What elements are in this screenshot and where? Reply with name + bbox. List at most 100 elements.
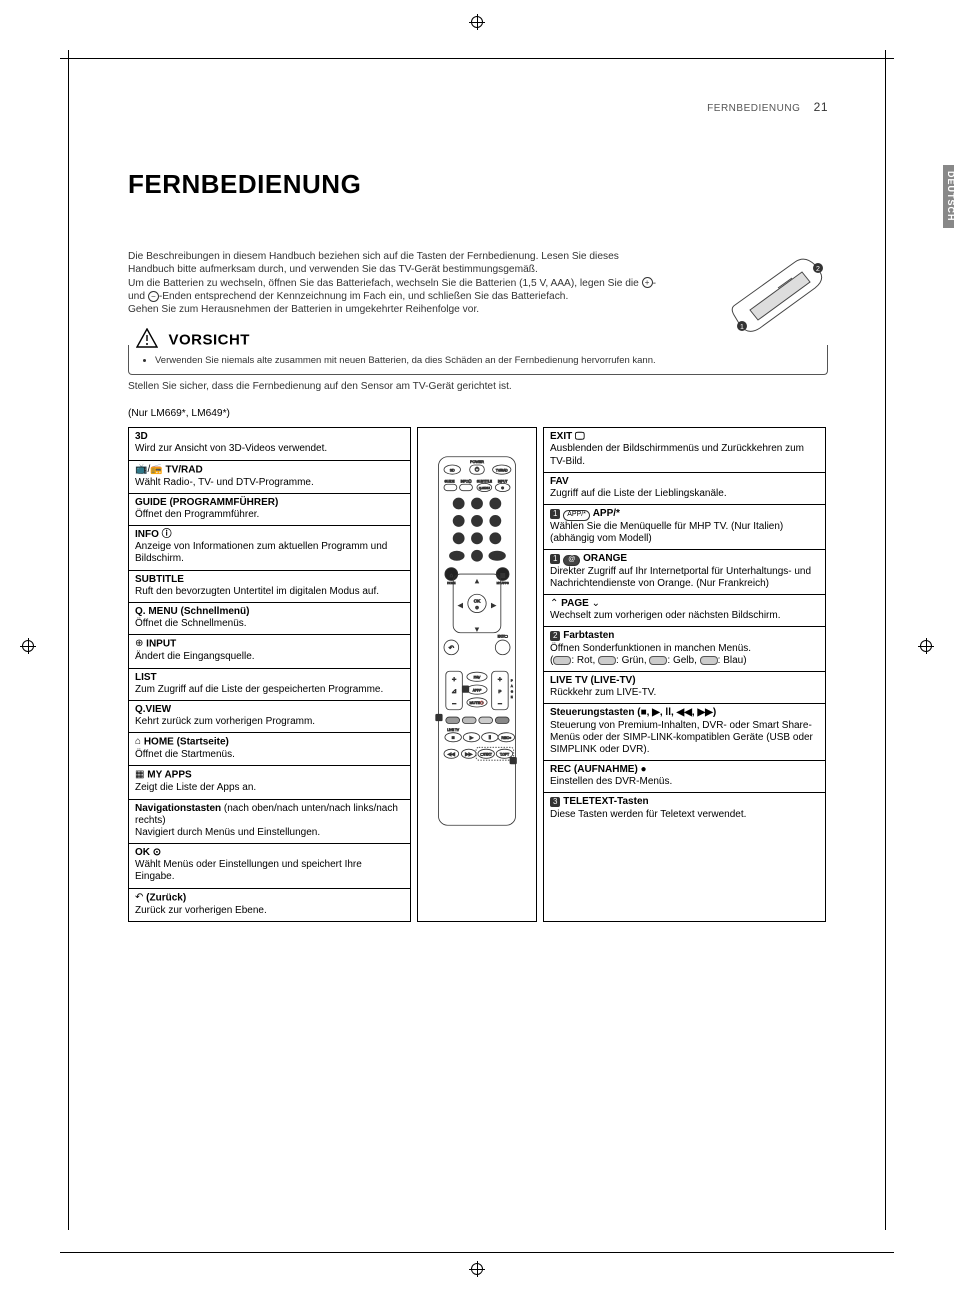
red-key-icon xyxy=(553,656,571,665)
svg-text:⊙: ⊙ xyxy=(475,605,479,610)
tvrad-icon: 📺/📻 xyxy=(135,464,163,476)
svg-text:▲: ▲ xyxy=(474,580,479,586)
item-page: ⌃ PAGE ⌄Wechselt zum vorherigen oder näc… xyxy=(544,595,825,627)
item-tvrad: 📺/📻 TV/RADWählt Radio-, TV- und DTV-Prog… xyxy=(129,461,410,494)
home-icon: ⌂ xyxy=(135,736,141,748)
svg-text:G: G xyxy=(511,690,513,694)
item-exit: EXIT 🖵Ausblenden der Bildschirmmenüs und… xyxy=(544,428,825,473)
svg-text:POWER: POWER xyxy=(470,460,484,464)
svg-text:T.OPT: T.OPT xyxy=(500,753,509,757)
intro-p2: Um die Batterien zu wechseln, öffnen Sie… xyxy=(128,277,668,304)
item-input: ⊕ INPUTÄndert die Eingangsquelle. xyxy=(129,635,410,668)
reg-mark-bottom xyxy=(469,1261,485,1277)
svg-text:+: + xyxy=(452,675,456,684)
svg-text:⌂: ⌂ xyxy=(450,573,453,579)
model-note: (Nur LM669*, LM649*) xyxy=(128,408,828,419)
svg-text:INFOⓘ: INFOⓘ xyxy=(461,479,473,484)
svg-text:APP/*: APP/* xyxy=(473,689,482,693)
item-livetv: LIVE TV (LIVE-TV)Rückkehr zum LIVE-TV. xyxy=(544,672,825,704)
svg-text:REC●: REC● xyxy=(501,736,511,740)
svg-text:−: − xyxy=(452,699,456,708)
header-section: FERNBEDIENUNG xyxy=(707,103,800,114)
svg-text:HOME: HOME xyxy=(447,581,455,585)
remote-diagram: 3D POWER⏻ TV/RAD GUIDE INFOⓘ SUBTITLE IN… xyxy=(417,427,537,921)
left-column: 3DWird zur Ansicht von 3D-Videos verwend… xyxy=(128,427,411,921)
app-key-icon: APP/* xyxy=(563,510,590,521)
item-colorkeys: 2 Farbtasten Öffnen Sonderfunktionen in … xyxy=(544,627,825,672)
badge-1b-icon: 1 xyxy=(550,554,560,564)
badge-3-icon: 3 xyxy=(550,797,560,807)
svg-text:▶: ▶ xyxy=(491,603,496,609)
svg-text:INPUT: INPUT xyxy=(498,480,508,484)
below-caution-text: Stellen Sie sicher, dass die Fernbedienu… xyxy=(128,381,828,392)
remote-back-illustration: 2 1 xyxy=(720,250,830,340)
svg-text:GUIDE: GUIDE xyxy=(444,480,454,484)
item-3d: 3DWird zur Ansicht von 3D-Videos verwend… xyxy=(129,428,410,460)
svg-text:⊿: ⊿ xyxy=(451,689,456,696)
item-qview: Q.VIEWKehrt zurück zum vorherigen Progra… xyxy=(129,701,410,733)
item-rec: REC (AUFNAHME) ●Einstellen des DVR-Menüs… xyxy=(544,761,825,793)
badge-2-icon: 2 xyxy=(550,631,560,641)
svg-text:ll: ll xyxy=(489,735,491,740)
orange-key-icon: @ xyxy=(563,555,580,566)
intro-p1: Die Beschreibungen in diesem Handbuch be… xyxy=(128,250,668,277)
minus-icon: − xyxy=(148,291,159,302)
intro-p3: Gehen Sie zum Herausnehmen der Batterien… xyxy=(128,303,668,316)
page-title: FERNBEDIENUNG xyxy=(128,169,828,200)
svg-text:⊕: ⊕ xyxy=(501,486,504,490)
input-icon: ⊕ xyxy=(135,638,143,650)
svg-text:⏻: ⏻ xyxy=(475,467,480,474)
badge-1-icon: 1 xyxy=(550,509,560,519)
yellow-key-icon xyxy=(649,656,667,665)
crop-line-top xyxy=(60,58,894,59)
intro-text: Die Beschreibungen in diesem Handbuch be… xyxy=(128,250,668,316)
warning-icon xyxy=(136,328,158,353)
item-orange: 1 @ ORANGEDirekter Zugriff auf Ihr Inter… xyxy=(544,550,825,595)
item-info: INFO ⓘAnzeige von Informationen zum aktu… xyxy=(129,526,410,571)
item-control: Steuerungstasten (■, ▶, ll, ◀◀, ▶▶)Steue… xyxy=(544,704,825,761)
reg-mark-right xyxy=(918,638,934,654)
plus-icon: + xyxy=(642,277,653,288)
caution-label: VORSICHT xyxy=(168,332,250,349)
item-home: ⌂ HOME (Startseite)Öffnet die Startmenüs… xyxy=(129,733,410,766)
svg-text:P: P xyxy=(511,679,513,683)
svg-text:3D: 3D xyxy=(450,469,455,473)
svg-text:LIST: LIST xyxy=(453,555,461,559)
svg-text:MUTE🔇: MUTE🔇 xyxy=(470,701,485,706)
blue-key-icon xyxy=(700,656,718,665)
item-nav: Navigationstasten (nach oben/nach unten/… xyxy=(129,800,410,845)
running-header: FERNBEDIENUNG 21 xyxy=(128,100,828,114)
language-tab: DEUTSCH xyxy=(943,165,954,228)
svg-text:2: 2 xyxy=(816,266,820,273)
item-teletext: 3 TELETEXT-TastenDiese Tasten werden für… xyxy=(544,793,825,824)
item-ok: OK ⊙Wählt Menüs oder Einstellungen und s… xyxy=(129,844,410,889)
svg-text:▶▶: ▶▶ xyxy=(465,752,473,757)
caution-box: VORSICHT Verwenden Sie niemals alte zusa… xyxy=(128,328,828,375)
svg-text:+: + xyxy=(498,675,502,684)
svg-text:▼: ▼ xyxy=(474,627,479,633)
crop-line-bottom xyxy=(60,1252,894,1253)
svg-text:LIVE TV: LIVE TV xyxy=(447,728,460,732)
svg-text:TV/RAD: TV/RAD xyxy=(496,469,508,473)
svg-text:◀: ◀ xyxy=(458,603,463,609)
svg-text:EXIT🖵: EXIT🖵 xyxy=(498,635,508,639)
crop-line-right xyxy=(885,50,886,1230)
svg-text:↶: ↶ xyxy=(449,645,454,652)
svg-text:Q.MENU: Q.MENU xyxy=(479,486,490,490)
item-guide: GUIDE (PROGRAMMFÜHRER)Öffnet den Program… xyxy=(129,494,410,526)
crop-line-left xyxy=(68,50,69,1230)
item-myapps: ▦ MY APPSZeigt die Liste der Apps an. xyxy=(129,766,410,799)
item-back: ↶ (Zurück)Zurück zur vorherigen Ebene. xyxy=(129,889,410,921)
item-qmenu: Q. MENU (Schnellmenü)Öffnet die Schnellm… xyxy=(129,603,410,635)
right-column: EXIT 🖵Ausblenden der Bildschirmmenüs und… xyxy=(543,427,826,921)
svg-text:■: ■ xyxy=(452,735,455,740)
item-subtitle: SUBTITLERuft den bevorzugten Untertitel … xyxy=(129,571,410,603)
svg-text:◀◀: ◀◀ xyxy=(448,752,456,757)
svg-text:MY APPS: MY APPS xyxy=(497,581,509,585)
item-list: LISTZum Zugriff auf die Liste der gespei… xyxy=(129,669,410,701)
caution-bullet: Verwenden Sie niemals alte zusammen mit … xyxy=(155,355,811,366)
svg-text:E: E xyxy=(511,695,513,699)
item-fav: FAVZugriff auf die Liste der Lieblingska… xyxy=(544,473,825,505)
svg-text:P: P xyxy=(498,690,501,695)
item-app: 1 APP/* APP/*Wählen Sie die Menüquelle f… xyxy=(544,505,825,550)
